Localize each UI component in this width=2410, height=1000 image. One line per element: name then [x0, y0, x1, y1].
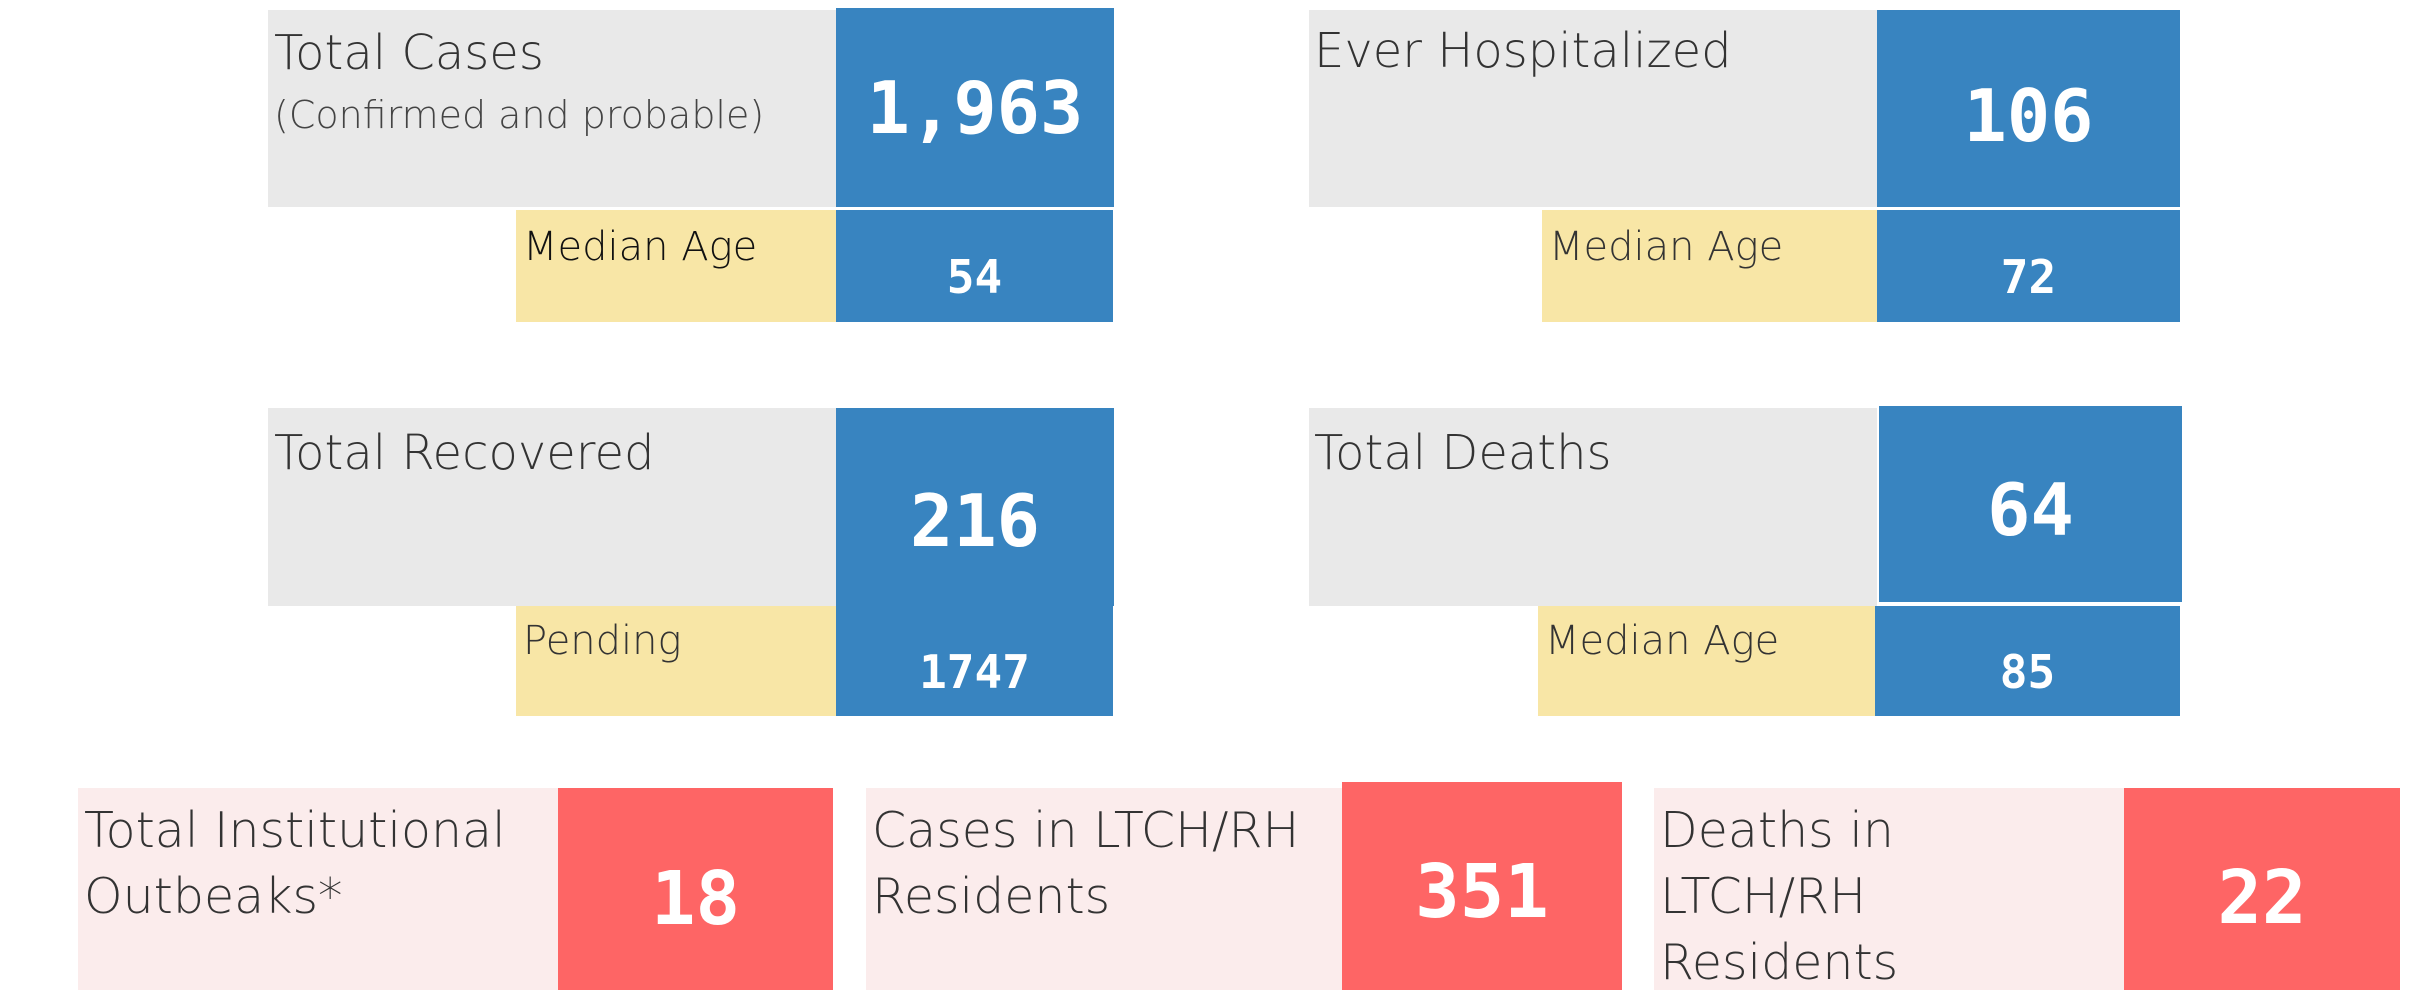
total-deaths-label-panel	[1309, 408, 1877, 606]
total-recovered-label-panel	[268, 408, 836, 606]
ever-hospitalized-median-age-panel	[1542, 210, 1877, 322]
total-cases-label-panel	[268, 10, 836, 207]
total-deaths-label: Total Deaths	[1314, 425, 1612, 481]
institutional-outbreaks-value: 18	[558, 788, 833, 990]
total-recovered-pending-value: 1747	[836, 606, 1113, 716]
ltch-deaths-label-panel	[1654, 788, 2124, 990]
total-recovered-pending-label: Pending	[523, 618, 682, 664]
total-cases-median-age-value: 54	[836, 210, 1113, 322]
total-deaths-median-age-label: Median Age	[1545, 618, 1780, 664]
ever-hospitalized-median-age-value: 72	[1877, 210, 2180, 322]
ltch-cases-label-panel	[866, 788, 1342, 990]
ever-hospitalized-label-panel	[1309, 10, 1877, 207]
total-cases-sublabel: (Confirmed and probable)	[274, 93, 765, 137]
institutional-outbreaks-label-panel	[78, 788, 558, 990]
total-deaths-value: 64	[1879, 406, 2182, 602]
total-cases-value: 1,963	[836, 8, 1114, 207]
total-recovered-value: 216	[836, 408, 1114, 606]
total-cases-median-age-panel	[516, 210, 836, 322]
ever-hospitalized-label: Ever Hospitalized	[1314, 23, 1732, 79]
ever-hospitalized-value: 106	[1877, 10, 2180, 207]
total-deaths-median-age-value: 85	[1875, 606, 2180, 716]
total-deaths-median-age-panel	[1538, 606, 1875, 716]
ever-hospitalized-median-age-label: Median Age	[1549, 224, 1784, 270]
total-cases-label: Total Cases	[274, 25, 544, 81]
total-cases-median-age-label: Median Age	[523, 224, 758, 270]
ltch-deaths-label: Deaths in LTCH/RH Residents	[1660, 802, 1899, 991]
ltch-deaths-value: 22	[2124, 788, 2400, 990]
ltch-cases-value: 351	[1342, 782, 1622, 990]
total-recovered-label: Total Recovered	[274, 425, 655, 481]
institutional-outbreaks-label: Total Institutional Outbeaks*	[84, 802, 506, 925]
ltch-cases-label: Cases in LTCH/RH Residents	[872, 802, 1300, 925]
total-recovered-pending-panel	[516, 606, 836, 716]
